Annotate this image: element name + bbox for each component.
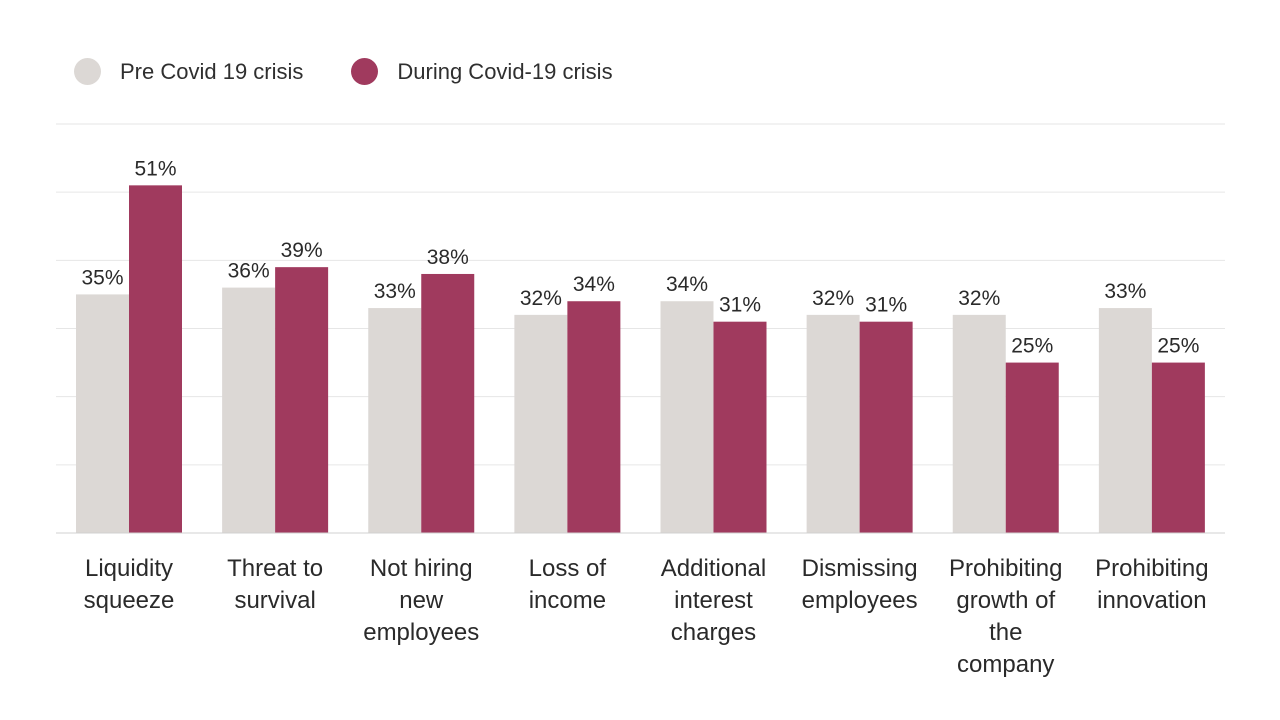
- category-label: Liquidity squeeze: [84, 555, 175, 614]
- legend-item-during: During Covid-19 crisis: [351, 58, 613, 85]
- category-label-line: innovation: [1097, 587, 1206, 614]
- category-label-line: Prohibiting: [1095, 555, 1208, 582]
- category-label-line: Prohibiting: [949, 555, 1062, 582]
- bar-pre: [222, 287, 276, 533]
- category-label-line: growth of: [956, 587, 1055, 614]
- data-label-during: 31%: [719, 294, 761, 317]
- category-label-line: interest: [674, 587, 753, 614]
- legend: Pre Covid 19 crisis During Covid-19 cris…: [74, 58, 661, 85]
- category-labels: Liquidity squeeze Threat to survival Not hir…: [84, 555, 1209, 678]
- legend-swatch-during: [351, 58, 379, 85]
- category-label-line: Liquidity: [85, 555, 173, 582]
- category-label-line: the: [989, 619, 1022, 646]
- category-label-line: squeeze: [84, 587, 175, 614]
- bar-during: [713, 321, 767, 533]
- category-label-line: employees: [802, 587, 918, 614]
- category-label: Threat to survival: [227, 555, 323, 614]
- bar-pre: [806, 314, 860, 533]
- data-labels: 35% 51% 36% 39% 33% 38% 32% 34% 34% 31% 32% 31% 32% 2…: [81, 157, 1199, 357]
- category-label: Loss of income: [529, 555, 607, 614]
- legend-swatch-pre: [74, 58, 101, 85]
- category-label-line: company: [957, 651, 1054, 678]
- category-label-line: Dismissing: [802, 555, 918, 582]
- bar-pre: [660, 301, 714, 533]
- data-label-pre: 36%: [228, 260, 270, 283]
- data-label-pre: 32%: [958, 287, 1000, 310]
- data-label-pre: 35%: [81, 266, 123, 289]
- data-label-during: 34%: [573, 273, 615, 296]
- data-label-pre: 33%: [374, 280, 416, 303]
- category-label-line: Threat to: [227, 555, 323, 582]
- bar-pre: [952, 314, 1006, 533]
- category-label: Additional interest charges: [661, 555, 766, 646]
- category-label-line: survival: [234, 587, 315, 614]
- bar-during: [859, 321, 913, 533]
- data-label-pre: 33%: [1104, 280, 1146, 303]
- category-label: Not hiring new employees: [363, 555, 479, 646]
- legend-item-pre: Pre Covid 19 crisis: [74, 58, 303, 85]
- bar-pre: [1098, 308, 1152, 533]
- data-label-during: 31%: [865, 294, 907, 317]
- data-label-during: 51%: [134, 157, 176, 180]
- bar-pre: [514, 314, 568, 533]
- bar-during: [129, 185, 182, 533]
- bar-pre: [368, 308, 422, 533]
- category-label: Prohibiting innovation: [1095, 555, 1208, 614]
- legend-label-pre: Pre Covid 19 crisis: [120, 58, 304, 84]
- data-label-during: 25%: [1157, 335, 1199, 358]
- category-label: Prohibiting growth of the company: [949, 555, 1062, 678]
- bar-pre: [76, 294, 129, 533]
- legend-label-during: During Covid-19 crisis: [397, 58, 613, 84]
- category-label-line: employees: [363, 619, 479, 646]
- category-label-line: charges: [671, 619, 756, 646]
- bar-during: [567, 301, 621, 533]
- bars: [76, 185, 1205, 533]
- data-label-pre: 32%: [520, 287, 562, 310]
- category-label-line: Loss of: [529, 555, 607, 582]
- data-label-during: 39%: [281, 239, 323, 262]
- data-label-during: 38%: [427, 246, 469, 269]
- bar-during: [1005, 362, 1059, 533]
- data-label-pre: 34%: [666, 273, 708, 296]
- category-label: Dismissing employees: [802, 555, 918, 614]
- category-label-line: Not hiring: [370, 555, 473, 582]
- bar-during: [421, 273, 475, 533]
- data-label-pre: 32%: [812, 287, 854, 310]
- data-label-during: 25%: [1011, 335, 1053, 358]
- category-label-line: new: [399, 587, 444, 614]
- category-label-line: income: [529, 587, 606, 614]
- bar-during: [1151, 362, 1205, 533]
- category-label-line: Additional: [661, 555, 766, 582]
- bar-during: [275, 267, 329, 533]
